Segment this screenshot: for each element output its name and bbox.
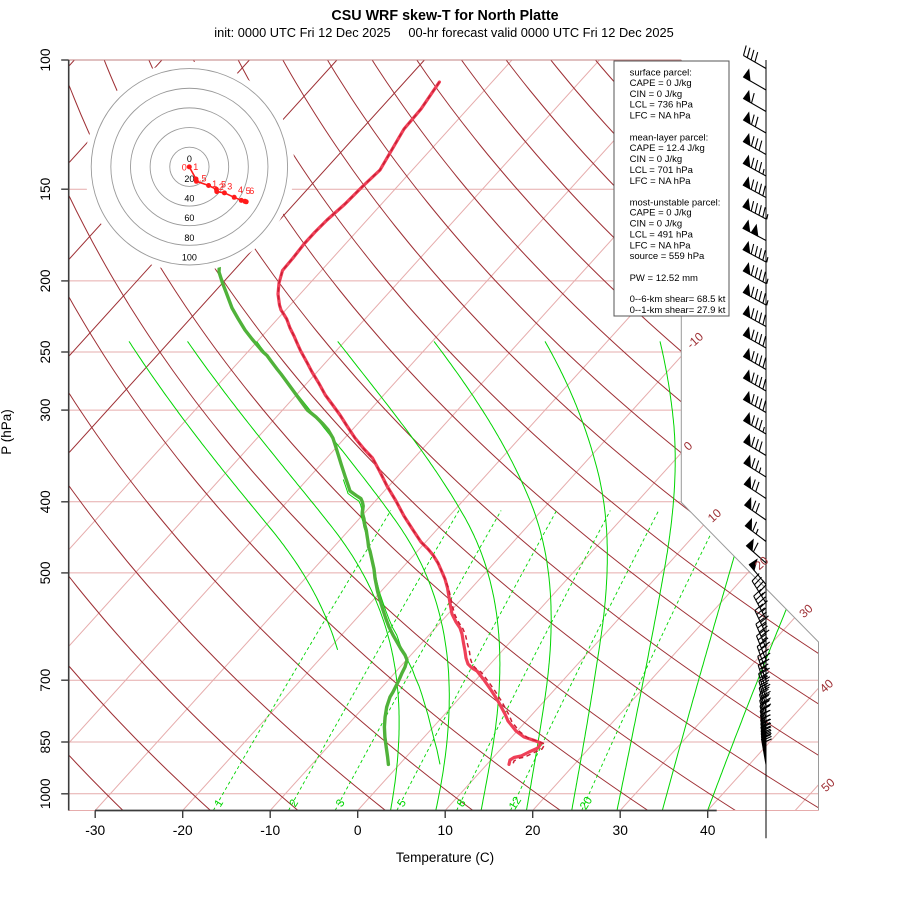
svg-text:5: 5 bbox=[395, 798, 409, 810]
svg-text:CAPE = 0 J/kg: CAPE = 0 J/kg bbox=[630, 208, 692, 219]
svg-text:LFC = NA hPa: LFC = NA hPa bbox=[630, 176, 692, 187]
svg-text:8: 8 bbox=[455, 798, 469, 810]
svg-text:6: 6 bbox=[249, 186, 254, 196]
svg-text:60: 60 bbox=[184, 213, 194, 223]
svg-text:CAPE = 0 J/kg: CAPE = 0 J/kg bbox=[630, 78, 692, 89]
svg-text:CIN = 0 J/kg: CIN = 0 J/kg bbox=[630, 219, 683, 230]
svg-text:80: 80 bbox=[184, 233, 194, 243]
svg-text:1: 1 bbox=[193, 162, 198, 172]
svg-text:LFC = NA hPa: LFC = NA hPa bbox=[630, 240, 692, 251]
svg-text:-30: -30 bbox=[85, 823, 105, 838]
svg-text:5: 5 bbox=[221, 180, 226, 190]
svg-text:850: 850 bbox=[38, 730, 53, 753]
svg-text:LCL = 736 hPa: LCL = 736 hPa bbox=[630, 100, 694, 111]
svg-text:CSU WRF skew-T for North Platt: CSU WRF skew-T for North Platte bbox=[331, 8, 558, 24]
svg-text:200: 200 bbox=[38, 269, 53, 292]
svg-text:-20: -20 bbox=[173, 823, 193, 838]
svg-text:surface parcel:: surface parcel: bbox=[630, 68, 692, 79]
svg-text:CAPE = 12.4 J/kg: CAPE = 12.4 J/kg bbox=[630, 143, 705, 154]
svg-text:150: 150 bbox=[38, 177, 53, 200]
svg-text:30: 30 bbox=[613, 823, 629, 838]
svg-text:1000: 1000 bbox=[38, 778, 53, 809]
svg-text:400: 400 bbox=[38, 490, 53, 513]
svg-text:3: 3 bbox=[227, 182, 232, 192]
svg-text:20: 20 bbox=[184, 174, 194, 184]
svg-text:250: 250 bbox=[38, 340, 53, 363]
svg-text:mean-layer parcel:: mean-layer parcel: bbox=[630, 132, 709, 143]
svg-text:1: 1 bbox=[212, 179, 217, 189]
svg-text:.5: .5 bbox=[199, 174, 207, 184]
svg-text:100: 100 bbox=[182, 252, 197, 262]
svg-text:init: 0000 UTC Fri 12 Dec 2025: init: 0000 UTC Fri 12 Dec 2025 00-hr for… bbox=[214, 25, 673, 40]
svg-text:40: 40 bbox=[184, 194, 194, 204]
svg-text:P (hPa): P (hPa) bbox=[0, 409, 14, 455]
svg-text:-10: -10 bbox=[260, 823, 280, 838]
svg-text:500: 500 bbox=[38, 561, 53, 584]
svg-text:10: 10 bbox=[438, 823, 454, 838]
svg-text:2: 2 bbox=[288, 798, 302, 810]
svg-text:40: 40 bbox=[700, 823, 716, 838]
svg-text:20: 20 bbox=[525, 823, 541, 838]
svg-text:source = 559 hPa: source = 559 hPa bbox=[630, 251, 705, 262]
svg-text:1: 1 bbox=[213, 798, 227, 810]
svg-text:Temperature (C): Temperature (C) bbox=[396, 850, 494, 865]
svg-text:5: 5 bbox=[246, 186, 251, 196]
svg-text:20: 20 bbox=[578, 795, 595, 812]
svg-text:3: 3 bbox=[334, 798, 348, 810]
svg-text:300: 300 bbox=[38, 398, 53, 421]
svg-text:0--1-km shear= 27.9 kt: 0--1-km shear= 27.9 kt bbox=[630, 305, 726, 316]
svg-text:most-unstable parcel:: most-unstable parcel: bbox=[630, 198, 721, 209]
svg-text:4: 4 bbox=[238, 185, 243, 195]
svg-text:CIN = 0 J/kg: CIN = 0 J/kg bbox=[630, 154, 683, 165]
svg-text:0: 0 bbox=[187, 154, 192, 164]
svg-text:0: 0 bbox=[182, 162, 187, 172]
svg-text:PW = 12.52 mm: PW = 12.52 mm bbox=[630, 273, 698, 284]
svg-text:LCL = 491 hPa: LCL = 491 hPa bbox=[630, 229, 694, 240]
svg-text:LFC = NA hPa: LFC = NA hPa bbox=[630, 111, 692, 122]
svg-text:CIN = 0 J/kg: CIN = 0 J/kg bbox=[630, 89, 683, 100]
svg-text:12: 12 bbox=[507, 795, 524, 812]
svg-text:0: 0 bbox=[354, 823, 362, 838]
svg-text:0--6-km shear= 68.5 kt: 0--6-km shear= 68.5 kt bbox=[630, 294, 726, 305]
svg-text:2: 2 bbox=[219, 182, 224, 192]
svg-text:700: 700 bbox=[38, 668, 53, 691]
svg-text:100: 100 bbox=[38, 48, 53, 71]
svg-text:LCL = 701 hPa: LCL = 701 hPa bbox=[630, 165, 694, 176]
